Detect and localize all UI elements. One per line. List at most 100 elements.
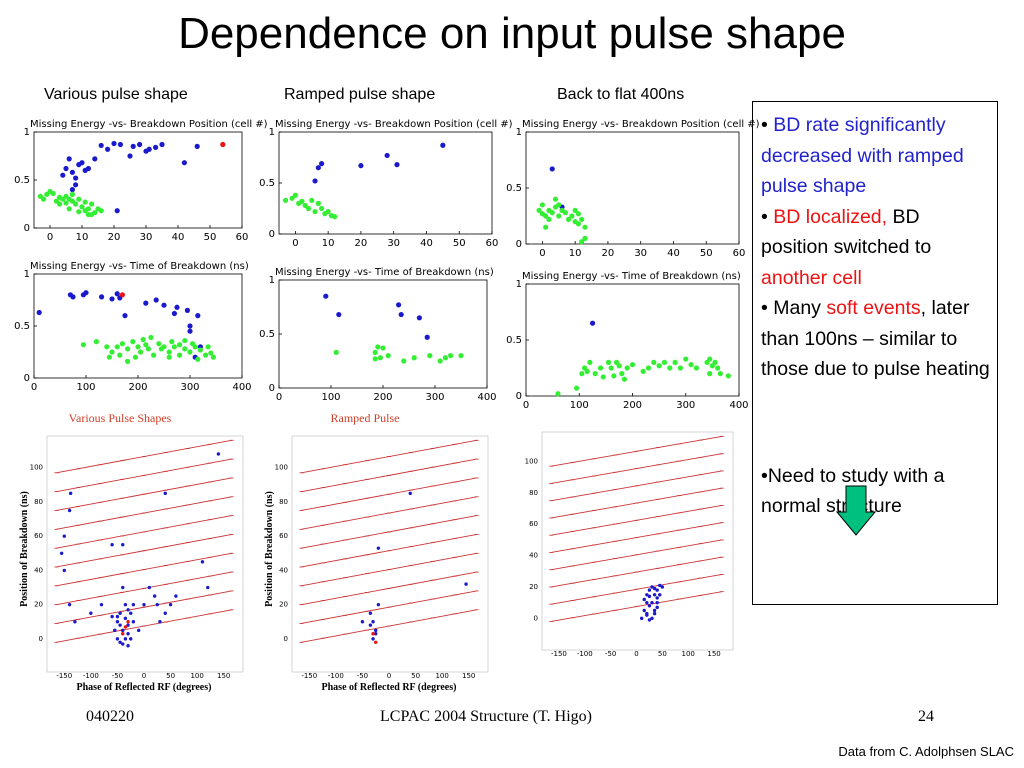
data-point-green	[582, 224, 588, 230]
data-point-blue	[368, 623, 373, 627]
data-point-blue	[153, 144, 159, 150]
y-tick-label: 0	[534, 614, 538, 622]
data-point-blue	[158, 620, 162, 624]
data-point-green	[448, 353, 454, 359]
data-point-blue	[368, 611, 373, 615]
x-tick-label: -100	[577, 650, 593, 658]
plot-title: Missing Energy -vs- Time of Breakdown (n…	[30, 261, 249, 272]
x-tick-label: 300	[180, 382, 199, 393]
x-tick-label: 0	[539, 248, 545, 259]
data-point-blue	[126, 644, 130, 648]
y-tick-label: 0	[269, 383, 275, 394]
data-point-blue	[137, 141, 143, 148]
x-tick-label: -150	[301, 672, 317, 680]
x-tick-label: 200	[373, 392, 392, 403]
data-point-green	[579, 216, 585, 222]
data-point-blue	[85, 165, 91, 172]
data-point-green	[151, 352, 157, 358]
data-point-blue	[658, 593, 662, 597]
data-point-green	[315, 200, 321, 206]
data-point-green	[592, 371, 598, 377]
x-tick-label: 20	[355, 238, 368, 249]
data-point-blue	[645, 593, 649, 597]
many-text: Many	[773, 297, 821, 319]
data-point-green	[582, 235, 588, 241]
data-point-green	[543, 224, 549, 230]
footer-date: 040220	[86, 708, 134, 725]
data-point-blue	[114, 291, 120, 297]
data-point-green	[125, 346, 131, 352]
data-point-blue	[110, 614, 114, 619]
data-point-blue	[126, 623, 130, 627]
data-point-green	[575, 221, 582, 227]
data-point-green	[715, 365, 721, 371]
data-point-green	[145, 346, 151, 352]
data-point-green	[192, 344, 198, 350]
data-point-green	[76, 209, 82, 215]
data-point-blue	[118, 623, 122, 627]
y-axis-label: Position of Breakdown (ns)	[264, 491, 275, 607]
x-tick-label: -150	[56, 672, 72, 680]
bullet-soft-events: • Many soft events, later than 100ns – s…	[761, 297, 990, 380]
data-point-blue	[131, 620, 136, 624]
x-tick-label: 30	[634, 248, 647, 259]
data-point-blue	[114, 208, 120, 214]
y-tick-label: 0	[39, 635, 43, 643]
data-point-green	[572, 207, 578, 213]
data-point-green	[332, 214, 338, 220]
y-tick-label: 20	[34, 601, 43, 609]
data-point-blue	[174, 594, 178, 598]
x-tick-label: 400	[729, 400, 748, 411]
y-tick-label: 1	[269, 127, 275, 138]
data-point-green	[319, 205, 325, 212]
data-point-blue	[121, 543, 125, 547]
x-tick-label: 0	[523, 400, 529, 411]
x-tick-label: 0	[292, 238, 298, 249]
data-point-blue	[376, 546, 381, 550]
data-point-blue	[358, 163, 364, 169]
data-point-green	[171, 344, 177, 350]
data-point-blue	[127, 153, 133, 159]
data-point-green	[579, 239, 585, 245]
data-point-red	[119, 292, 125, 298]
bd-rate-text: BD rate significantly decreased with ram…	[761, 114, 964, 197]
data-point-green	[41, 196, 47, 202]
data-point-blue	[117, 141, 123, 148]
data-point-green	[79, 204, 85, 210]
y-tick-label: 1	[269, 275, 275, 286]
data-point-green	[575, 211, 582, 217]
data-point-blue	[549, 166, 555, 172]
column-header-flat: Back to flat 400ns	[557, 86, 685, 103]
data-point-green	[156, 341, 162, 347]
plot-title: Missing Energy -vs- Breakdown Position (…	[275, 119, 513, 130]
data-point-blue	[111, 140, 117, 147]
x-tick-label: 150	[462, 672, 475, 680]
missing-energy-vs-position-plot-ramped: Missing Energy -vs- Breakdown Position (…	[259, 119, 513, 249]
y-tick-label: 1	[24, 269, 30, 280]
data-point-blue	[68, 491, 73, 496]
data-point-blue	[396, 302, 402, 308]
x-tick-label: 60	[486, 238, 499, 249]
data-point-blue	[67, 602, 72, 607]
phase-position-plot-flat: 0 20 40 60 80 100 -150 -100 -50 0 50 100 150	[525, 431, 734, 658]
data-point-green	[437, 358, 443, 364]
x-tick-label: -150	[551, 650, 567, 658]
data-point-blue	[129, 637, 133, 641]
data-point-blue	[153, 297, 159, 303]
data-point-green	[640, 368, 646, 374]
data-point-green	[80, 342, 86, 348]
data-point-blue	[126, 608, 130, 612]
data-point-blue	[642, 608, 646, 613]
plot-frame	[525, 283, 740, 397]
data-point-green	[161, 344, 167, 350]
data-point-blue	[98, 142, 104, 149]
y-tick-label: 1	[24, 127, 30, 138]
data-point-blue	[126, 632, 130, 636]
data-point-green	[442, 355, 448, 361]
data-point-blue	[174, 304, 180, 310]
data-point-green	[629, 362, 636, 368]
data-point-green	[50, 190, 56, 197]
x-tick-label: 40	[667, 248, 680, 259]
x-tick-label: 50	[700, 248, 713, 259]
data-point-blue	[181, 160, 187, 166]
